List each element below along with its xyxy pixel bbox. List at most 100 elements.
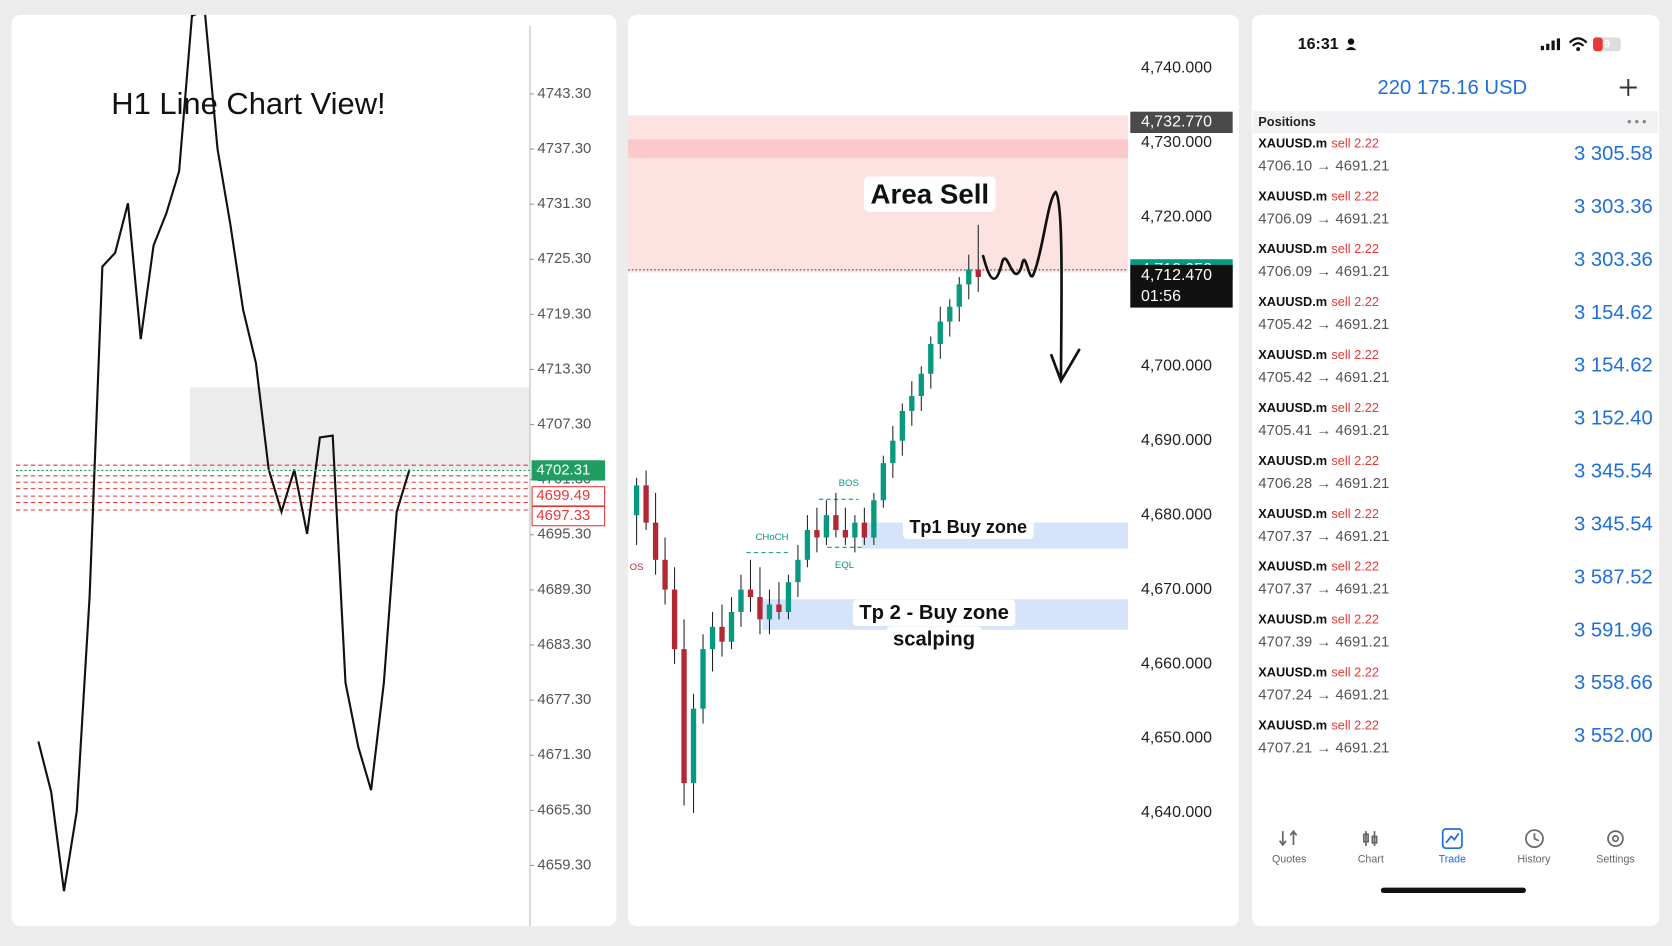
y-tick-label: 4,660.000 (1141, 655, 1212, 672)
candle-body (785, 582, 792, 612)
y-tick-label: 4665.30 (537, 801, 591, 818)
tab-label[interactable]: Chart (1358, 854, 1384, 866)
position-symbol[interactable]: XAUUSD.m (1258, 347, 1327, 362)
tab-label[interactable]: Quotes (1272, 854, 1306, 866)
position-order: sell 2.22 (1331, 241, 1379, 256)
position-symbol[interactable]: XAUUSD.m (1258, 665, 1327, 680)
marker-label: BOS (839, 478, 859, 489)
position-order: sell 2.22 (1331, 347, 1379, 362)
position-symbol[interactable]: XAUUSD.m (1258, 718, 1327, 733)
wifi-icon (1568, 37, 1588, 47)
position-symbol[interactable]: XAUUSD.m (1258, 559, 1327, 574)
y-tick-label: 4671.30 (537, 746, 591, 763)
position-profit: 3 152.40 (1574, 408, 1653, 430)
y-tick-label: 4,680.000 (1141, 506, 1212, 523)
candle-body (690, 708, 697, 784)
position-symbol[interactable]: XAUUSD.m (1258, 453, 1327, 468)
y-tick-label: 4725.30 (537, 250, 591, 267)
position-symbol[interactable]: XAUUSD.m (1258, 188, 1327, 203)
tab-icons (1278, 828, 1624, 850)
price-label: 4699.49 (536, 487, 590, 504)
y-tick-label: 4,650.000 (1141, 730, 1212, 747)
position-symbol[interactable]: XAUUSD.m (1258, 241, 1327, 256)
position-profit: 3 345.54 (1574, 513, 1653, 535)
price-label-box (531, 506, 606, 527)
y-tick-label: 4731.30 (537, 195, 591, 212)
y-tick-label: 4707.30 (537, 416, 591, 433)
status-icon (1345, 46, 1357, 51)
candle-body (842, 530, 849, 538)
zone-label: Tp 2 - Buy zone (859, 602, 1009, 624)
y-tick-label: 4,720.000 (1141, 209, 1212, 226)
position-prices: 4707.37 → 4691.21 (1258, 581, 1389, 598)
drawn-arrow (981, 190, 1081, 384)
position-profit: 3 154.62 (1574, 355, 1653, 377)
home-indicator (1380, 887, 1526, 893)
candle-body (899, 410, 905, 441)
candle-body (776, 604, 782, 612)
position-prices: 4705.42 → 4691.21 (1258, 369, 1389, 386)
y-tick-label: 4677.30 (537, 691, 591, 708)
position-order: sell 2.22 (1331, 612, 1379, 627)
position-symbol[interactable]: XAUUSD.m (1258, 612, 1327, 627)
zone-label-bg (886, 626, 982, 653)
position-symbol[interactable]: XAUUSD.m (1258, 294, 1327, 309)
add-button[interactable] (1619, 78, 1637, 97)
battery-level (1593, 37, 1603, 52)
line-plot (15, 14, 530, 892)
price-label: 4,712.470 (1141, 267, 1212, 284)
position-prices: 4706.09 → 4691.21 (1258, 210, 1389, 227)
position-order: sell 2.22 (1331, 559, 1379, 574)
tab-label[interactable]: History (1517, 854, 1551, 866)
price-label: 4,732.770 (1141, 114, 1212, 131)
position-prices: 4707.21 → 4691.21 (1258, 739, 1389, 756)
candle-body (956, 284, 962, 307)
position-symbol[interactable]: XAUUSD.m (1258, 506, 1327, 521)
price-line (37, 14, 411, 892)
candle-body (795, 559, 801, 583)
candle-body (709, 626, 716, 650)
line-chart-panel (11, 14, 617, 927)
more-button[interactable] (1627, 119, 1646, 124)
position-order: sell 2.22 (1331, 294, 1379, 309)
y-tick-label: 4695.30 (537, 526, 591, 543)
tab-label[interactable]: Trade (1439, 854, 1467, 866)
candle-body (890, 440, 896, 464)
wifi-icon (1576, 47, 1581, 51)
zone-sublabel: scalping (893, 628, 975, 650)
zone-band (628, 139, 1129, 158)
y-tick-label: 4,690.000 (1141, 432, 1212, 449)
candle-body (700, 649, 706, 709)
candle-body (728, 611, 735, 642)
y-tick-label: 4,740.000 (1141, 60, 1212, 77)
candle-body (909, 396, 915, 411)
candle-body (861, 522, 868, 538)
y-tick-label: 4,700.000 (1141, 358, 1212, 375)
tab-label[interactable]: Settings (1596, 854, 1635, 866)
signal-icon (1540, 38, 1561, 51)
position-prices: 4707.24 → 4691.21 (1258, 687, 1389, 704)
candle-body (681, 649, 687, 784)
chart-title: H1 Line Chart View! (111, 86, 385, 121)
position-prices: 4705.42 → 4691.21 (1258, 316, 1389, 333)
position-order: sell 2.22 (1331, 400, 1379, 415)
app: 16:31 9 220 175.16 USD Positions XAUUSD.… (1252, 36, 1659, 893)
battery-text: 9 (1604, 39, 1610, 51)
candle-body (747, 589, 754, 598)
candle-body (738, 589, 744, 612)
status-time: 16:31 (1298, 36, 1339, 53)
candle-body (966, 269, 972, 285)
position-symbol[interactable]: XAUUSD.m (1258, 135, 1327, 150)
position-order: sell 2.22 (1331, 506, 1379, 521)
position-prices: 4705.41 → 4691.21 (1258, 422, 1389, 439)
position-symbol[interactable]: XAUUSD.m (1258, 400, 1327, 415)
y-tick-label: 4659.30 (537, 856, 591, 873)
position-profit: 3 591.96 (1574, 619, 1653, 641)
price-label: 4697.33 (536, 507, 590, 524)
candle-body (671, 589, 678, 650)
candle-body (633, 485, 640, 516)
position-profit: 3 587.52 (1574, 566, 1653, 588)
position-profit: 3 552.00 (1574, 725, 1653, 747)
y-tick-label: 4743.30 (537, 85, 591, 102)
position-prices: 4707.39 → 4691.21 (1258, 634, 1389, 651)
